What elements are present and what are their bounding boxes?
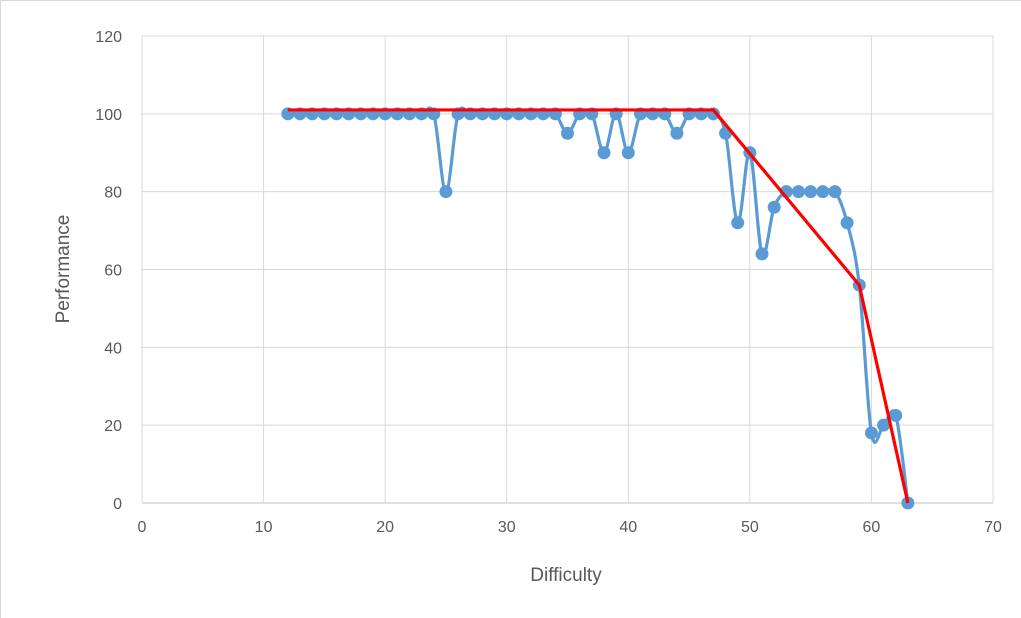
- performance-point: [767, 200, 781, 214]
- performance-point: [791, 185, 805, 199]
- y-tick-label: 120: [95, 29, 122, 46]
- y-tick-label: 40: [104, 340, 122, 357]
- performance-point: [439, 185, 453, 199]
- performance-point: [731, 216, 745, 230]
- x-tick-label: 0: [138, 519, 147, 536]
- x-tick-labels: 0 10 20 30 40 50 60 70: [138, 519, 1002, 536]
- y-axis-title: Performance: [53, 215, 74, 324]
- x-tick-label: 70: [984, 519, 1002, 536]
- trend-line: [287, 108, 910, 504]
- y-tick-labels: 0 20 40 60 80 100 120: [95, 29, 122, 513]
- y-tick-label: 0: [113, 496, 122, 513]
- performance-point: [889, 408, 903, 422]
- performance-point: [840, 216, 854, 230]
- performance-point: [561, 126, 574, 140]
- performance-line: [287, 106, 910, 504]
- performance-point: [828, 185, 842, 199]
- performance-point: [877, 418, 891, 432]
- y-tick-label: 80: [104, 185, 122, 202]
- data-series: [281, 106, 915, 510]
- x-tick-label: 30: [498, 519, 516, 536]
- performance-point: [816, 185, 830, 199]
- x-axis-title: Difficulty: [530, 565, 602, 586]
- performance-point: [621, 146, 635, 160]
- x-tick-label: 60: [863, 519, 881, 536]
- performance-point: [864, 426, 878, 440]
- x-tick-label: 40: [619, 519, 637, 536]
- x-tick-label: 20: [376, 519, 394, 536]
- x-tick-label: 10: [255, 519, 273, 536]
- performance-point: [755, 247, 769, 261]
- y-tick-label: 100: [95, 107, 122, 124]
- y-tick-label: 20: [104, 418, 122, 435]
- y-tick-label: 60: [104, 263, 122, 280]
- performance-point: [804, 185, 818, 199]
- performance-point: [670, 126, 684, 140]
- performance-point: [597, 146, 611, 160]
- x-tick-label: 50: [741, 519, 759, 536]
